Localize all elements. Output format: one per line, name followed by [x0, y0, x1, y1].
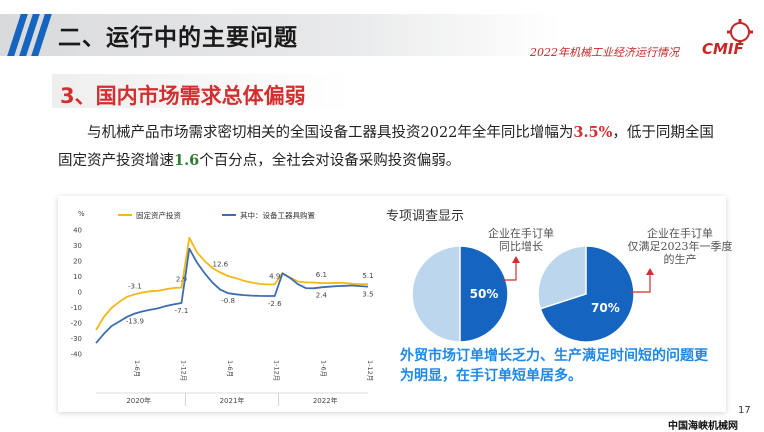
data-label: -7.1 [175, 307, 189, 315]
callout-arrow [630, 274, 651, 293]
intro-paragraph: 与机械产品市场需求密切相关的全国设备工器具投资2022年全年同比增幅为3.5%，… [58, 119, 718, 175]
section-title-background [52, 74, 352, 108]
callout-line: 企业在手订单 [647, 227, 713, 240]
callout-line: 仅满足2023年一季度 [627, 240, 733, 253]
survey-summary: 外贸市场订单增长乏力、生产满足时间短的问题更为明显，在手订单短单居多。 [400, 348, 708, 384]
year-label: 2021年 [220, 396, 245, 405]
data-label: 4.9 [269, 272, 280, 280]
y-unit-label: % [78, 210, 85, 218]
section-title: 3、国内市场需求总体偏弱 [60, 84, 306, 108]
cmif-logo-icon: CMIF [702, 19, 753, 58]
data-label: 2.9 [176, 276, 187, 284]
y-tick-label: -10 [71, 304, 82, 312]
data-label: 12.6 [213, 260, 229, 268]
paragraph-text: ，低于同期全国固定资产投资增速 [58, 125, 714, 169]
footer-source: 中国海峡机械网 [668, 421, 738, 432]
callout-arrowhead [646, 268, 654, 275]
data-label: -3.1 [128, 282, 142, 290]
callout-line: 的生产 [663, 253, 697, 266]
y-tick-label: 0 [78, 289, 82, 297]
investment-line-chart: % 40 30 20 10 0 -10 -20 -30 -40 固定资产投资 其中：设备工器具购置 -3… [71, 210, 374, 406]
data-label: -0.8 [221, 297, 235, 305]
data-label: 3.5 [362, 291, 373, 299]
legend-entry: 其中：设备工器具购置 [240, 210, 315, 220]
logo-text: CMIF [702, 40, 745, 58]
y-tick-label: 10 [73, 273, 82, 281]
equipment-growth-value: 3.5% [573, 124, 613, 141]
x-tick-label: 1-6月 [226, 360, 234, 377]
pie2-callout: 企业在手订单 仅满足2023年一季度 的生产 [624, 227, 736, 266]
callout-line: 企业在手订单 [488, 227, 554, 240]
data-label: -13.9 [126, 318, 144, 326]
y-tick-label: -20 [71, 320, 82, 328]
report-name: 2022年机械工业经济运行情况 [530, 46, 679, 59]
x-tick-label: 1-12月 [273, 360, 281, 381]
survey-title: 专项调查显示 [386, 209, 465, 224]
x-tick-label: 1-12月 [179, 360, 187, 381]
y-tick-label: -30 [71, 335, 82, 343]
y-tick-label: 20 [73, 258, 82, 266]
gap-value: 1.6 [174, 152, 200, 169]
survey-pie-charts: 50% 70% [411, 245, 654, 342]
pie1-callout: 企业在手订单 同比增长 [476, 227, 566, 253]
page-title: 二、运行中的主要问题 [58, 25, 298, 51]
year-label: 2022年 [313, 396, 338, 405]
callout-arrow [502, 262, 517, 281]
data-label: -2.6 [268, 300, 282, 308]
x-tick-label: 1-6月 [133, 360, 141, 377]
legend-entry: 固定资产投资 [136, 210, 181, 220]
data-label: 6.1 [316, 271, 327, 279]
data-label: 5.1 [362, 272, 373, 280]
series-line [95, 236, 368, 331]
x-tick-label: 1-6月 [319, 360, 327, 377]
y-tick-label: -40 [71, 351, 82, 359]
callout-line: 同比增长 [499, 240, 543, 253]
data-label: 2.4 [316, 291, 328, 299]
pie-value-slice [459, 245, 509, 342]
paragraph-text: 与机械产品市场需求密切相关的全国设备工器具投资2022年全年同比增幅为 [87, 125, 574, 141]
year-label: 2020年 [126, 396, 151, 405]
y-tick-label: 30 [73, 242, 82, 250]
pie-value-slice [539, 245, 635, 342]
callout-arrowhead [512, 256, 520, 263]
pie-label: 70% [591, 301, 620, 315]
header-band [0, 14, 560, 56]
pie-label: 50% [470, 287, 499, 301]
x-tick-label: 1-12月 [366, 360, 374, 381]
y-tick-label: 40 [73, 227, 82, 235]
series-line [95, 247, 369, 344]
paragraph-text: 个百分点，全社会对设备采购投资偏弱。 [199, 153, 461, 169]
page-number: 17 [738, 405, 751, 416]
